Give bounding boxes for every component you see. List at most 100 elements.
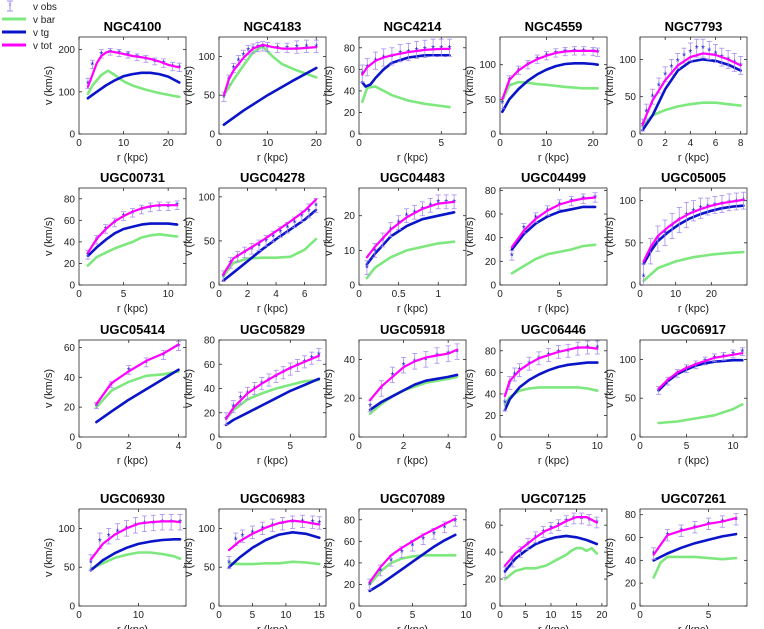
- series-v-tot: [501, 49, 599, 101]
- obs-point: *: [452, 515, 458, 528]
- series-v-tot: [641, 52, 742, 127]
- series-v-tot: [361, 47, 451, 76]
- obs-point: *: [595, 47, 601, 59]
- x-axis-label: r (kpc): [397, 152, 428, 164]
- obs-point: *: [378, 380, 384, 397]
- subplot-ugc07261: 05020406080UGC07261r (kpc)v (km/s)******…: [604, 491, 748, 629]
- svg-text:*: *: [503, 568, 507, 579]
- y-axis-label: v (km/s): [464, 538, 476, 577]
- subplot-title: UGC05414: [100, 322, 166, 337]
- obs-point: *: [107, 48, 113, 59]
- x-axis-label: r (kpc): [538, 303, 569, 315]
- svg-text:*: *: [281, 369, 285, 380]
- y-tick-label: 50: [64, 563, 76, 574]
- series-v-tg: [503, 361, 599, 412]
- svg-text:*: *: [175, 201, 179, 212]
- y-tick-label: 100: [198, 52, 215, 63]
- svg-text:*: *: [510, 251, 514, 262]
- x-tick-label: 5: [523, 610, 529, 621]
- x-axis-label: r (kpc): [117, 152, 148, 164]
- plot-area: ***************: [221, 39, 319, 126]
- x-tick-label: 1: [435, 289, 441, 300]
- y-tick-label: 60: [625, 533, 637, 544]
- svg-text:*: *: [526, 540, 530, 551]
- x-tick-label: 0: [356, 289, 362, 300]
- series-v-tg: [368, 533, 457, 593]
- y-tick-label: 0: [630, 602, 636, 613]
- y-tick-label: 40: [204, 384, 216, 395]
- obs-point: *: [134, 53, 140, 64]
- y-axis-label: v (km/s): [604, 217, 616, 256]
- svg-text:*: *: [554, 49, 558, 60]
- y-tick-label: 50: [204, 91, 216, 102]
- obs-point: *: [176, 62, 182, 74]
- obs-point: *: [176, 341, 182, 353]
- svg-text:*: *: [657, 82, 661, 93]
- obs-point: *: [147, 202, 153, 214]
- x-axis-label: r (kpc): [678, 303, 709, 315]
- svg-text:*: *: [142, 520, 146, 531]
- obs-point: *: [156, 201, 162, 213]
- svg-text:*: *: [373, 246, 377, 257]
- obs-point: *: [423, 351, 429, 368]
- axes-box: [358, 187, 467, 286]
- svg-text:*: *: [569, 197, 573, 208]
- subplot-title: UGC04499: [521, 170, 586, 185]
- svg-text:*: *: [537, 354, 541, 365]
- svg-text:*: *: [581, 195, 585, 206]
- y-tick-label: 0: [69, 130, 75, 141]
- svg-text:*: *: [720, 200, 724, 211]
- svg-text:*: *: [122, 212, 126, 223]
- series-v-bar: [224, 378, 321, 421]
- y-tick-label: 40: [485, 389, 497, 400]
- obs-point: *: [143, 55, 149, 66]
- y-tick-label: 100: [479, 60, 496, 71]
- x-tick-label: 6: [302, 289, 308, 300]
- x-tick-label: 10: [592, 441, 604, 452]
- obs-point: *: [579, 512, 585, 525]
- svg-text:*: *: [651, 93, 655, 104]
- series-v-tg: [224, 377, 321, 427]
- subplot-ugc06983: 051015050100UGC06983r (kpc)v (km/s)*****…: [183, 491, 327, 629]
- svg-text:*: *: [307, 207, 311, 218]
- legend-entry-v-tg: v tg: [2, 28, 49, 39]
- y-axis-label: v (km/s): [43, 217, 55, 256]
- x-tick-label: 0: [76, 441, 82, 452]
- svg-text:*: *: [596, 48, 600, 59]
- x-axis-label: r (kpc): [397, 455, 428, 467]
- svg-text:*: *: [162, 59, 166, 70]
- svg-text:*: *: [535, 55, 539, 66]
- svg-text:*: *: [406, 48, 410, 59]
- legend-entry-v-obs: * v obs: [7, 0, 57, 13]
- svg-text:*: *: [511, 558, 515, 569]
- y-tick-label: 0: [209, 281, 215, 292]
- y-tick-label: 80: [344, 515, 356, 526]
- series-v-bar: [89, 551, 182, 571]
- y-tick-label: 0: [490, 281, 496, 292]
- svg-text:*: *: [86, 251, 90, 262]
- x-axis-label: r (kpc): [397, 624, 428, 629]
- subplot-title: UGC05005: [661, 170, 726, 185]
- subplot-title: UGC06446: [521, 322, 586, 337]
- obs-point: *: [143, 357, 149, 369]
- x-axis-label: r (kpc): [117, 303, 148, 315]
- x-tick-label: 0: [497, 289, 503, 300]
- subplot-ugc00731: 0 5 10 0 20 40 60 80 UGC00731 r (kpc) v (km/s) * * * *…: [43, 170, 187, 315]
- x-tick-label: 20: [706, 289, 718, 300]
- svg-text:*: *: [727, 198, 731, 209]
- x-axis-label: r (kpc): [117, 624, 148, 629]
- svg-text:*: *: [390, 52, 394, 63]
- plot-area: ************: [359, 38, 453, 109]
- plot-area: ***********: [88, 514, 183, 572]
- svg-text:*: *: [250, 245, 254, 256]
- plot-area: ***** * * *: [509, 192, 598, 275]
- x-tick-label: 0: [76, 610, 82, 621]
- svg-text:*: *: [160, 518, 164, 529]
- y-tick-label: 40: [344, 86, 356, 97]
- plot-area: ************: [500, 46, 601, 114]
- svg-text:*: *: [684, 211, 688, 222]
- svg-text:*: *: [113, 218, 117, 229]
- obs-point: *: [581, 46, 587, 58]
